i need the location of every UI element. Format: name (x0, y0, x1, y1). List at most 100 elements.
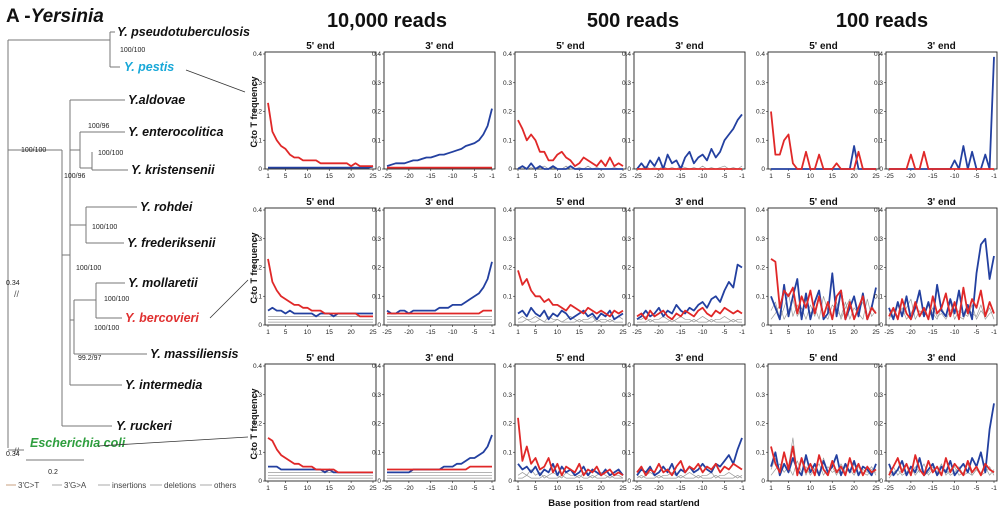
x-tick-label: -5 (722, 329, 728, 336)
support-value: 100/100 (76, 265, 101, 272)
y-tick-label: 0.2 (253, 109, 262, 116)
x-tick-label: 10 (554, 329, 562, 336)
legend: 3'C>T 3'G>A insertions deletions others (6, 481, 236, 490)
group-title: 100 reads (836, 10, 928, 32)
line-plot-panel: 3' end 0 0.1 0.2 0.3 0.4 -25 -20 -15 -10 -5 -1 (372, 353, 496, 492)
x-tick-label: 5 (284, 173, 288, 180)
y-tick-label: 0.2 (874, 265, 883, 272)
y-tick-label: 0.1 (622, 137, 631, 144)
y-tick-label: 0.4 (372, 51, 381, 58)
g-to-a-line (386, 108, 493, 167)
y-tick-label: 0.3 (874, 236, 883, 243)
support-value: 100/100 (120, 47, 145, 54)
x-tick-label: 20 (348, 173, 356, 180)
y-tick-label: 0.3 (874, 392, 883, 399)
y-tick-label: 0.2 (874, 421, 883, 428)
y-tick-label: 0.3 (253, 236, 262, 243)
x-tick-label: -25 (382, 173, 392, 180)
x-tick-label: -20 (404, 173, 414, 180)
y-tick-label: 0.1 (503, 293, 512, 300)
species-label-pseudotuberculosis: Y. pseudotuberculosis (117, 25, 250, 39)
panel-title: 3' end (675, 41, 704, 52)
y-tick-label: 0.1 (253, 449, 262, 456)
panel-title: 3' end (675, 353, 704, 364)
g-to-a-line (770, 451, 877, 477)
x-tick-label: -20 (906, 173, 916, 180)
x-tick-label: 15 (576, 173, 584, 180)
y-tick-label: 0.2 (372, 265, 381, 272)
plot-frame (767, 51, 880, 170)
panel-title: 3' end (425, 41, 454, 52)
group-title: 500 reads (587, 10, 679, 32)
x-tick-label: -5 (472, 485, 478, 492)
x-tick-label: -25 (632, 173, 642, 180)
y-tick-label: 0.2 (756, 109, 765, 116)
y-tick-label: 0 (879, 478, 883, 485)
y-tick-label: 0.4 (874, 363, 883, 370)
y-tick-label: 0.2 (622, 265, 631, 272)
y-tick-label: 0 (377, 478, 381, 485)
panel-title: 3' end (927, 197, 956, 208)
c-to-t-line (267, 258, 373, 318)
y-tick-label: 0 (761, 166, 765, 173)
y-tick-label: 0.4 (372, 363, 381, 370)
x-tick-label: 25 (872, 485, 880, 492)
species-label-frederiksenii: Y. frederiksenii (127, 236, 216, 250)
support-value: 0.34 (6, 280, 20, 287)
x-tick-label: -15 (676, 173, 686, 180)
support-value: 99.2/97 (78, 355, 101, 362)
support-value: 100/100 (94, 325, 119, 332)
plot-frame (264, 51, 377, 170)
x-tick-label: -15 (928, 485, 938, 492)
other-substitution-line (636, 474, 743, 479)
y-tick-label: 0.3 (622, 80, 631, 87)
y-tick-label: 0.4 (756, 207, 765, 214)
y-tick-label: 0.1 (756, 293, 765, 300)
x-tick-label: -20 (654, 173, 664, 180)
y-tick-label: 0.3 (756, 236, 765, 243)
x-tick-label: -20 (654, 485, 664, 492)
plot-panels: 5' end 0 0.1 0.2 0.3 0.4 1 5 10 15 20 25 3' end 0 0.1 0… (253, 41, 998, 492)
y-tick-label: 0.3 (503, 80, 512, 87)
panel-title: 5' end (809, 41, 838, 52)
y-tick-label: 0.1 (756, 449, 765, 456)
x-tick-label: -15 (426, 173, 436, 180)
y-tick-label: 0.2 (622, 421, 631, 428)
c-to-t-line (770, 258, 877, 321)
plot-frame (383, 51, 496, 170)
x-tick-label: 15 (576, 485, 584, 492)
species-label-ruckeri: Y. ruckeri (116, 419, 172, 433)
y-tick-label: 0 (761, 478, 765, 485)
x-tick-label: 15 (576, 329, 584, 336)
g-to-a-line (517, 162, 623, 170)
x-tick-label: 5 (787, 485, 791, 492)
y-tick-label: 0 (627, 478, 631, 485)
species-label-kristensenii: Y. kristensenii (131, 163, 215, 177)
other-substitution-line (770, 293, 877, 320)
x-tick-label: -25 (884, 485, 894, 492)
x-axis-label: Base position from read start/end (548, 498, 700, 509)
y-tick-label: 0 (508, 166, 512, 173)
x-tick-label: 25 (619, 485, 627, 492)
y-tick-label: 0 (879, 322, 883, 329)
x-tick-label: 20 (851, 329, 859, 336)
other-substitution-line (518, 318, 623, 323)
x-tick-label: 25 (872, 329, 880, 336)
x-tick-label: -15 (928, 329, 938, 336)
x-tick-label: 20 (598, 485, 606, 492)
y-tick-label: 0 (627, 166, 631, 173)
species-label-intermedia: Y. intermedia (125, 378, 202, 392)
y-tick-label: 0.2 (874, 109, 883, 116)
plot-frame (383, 363, 496, 482)
y-tick-label: 0.4 (756, 363, 765, 370)
species-label-mollaretii: Y. mollaretii (128, 276, 198, 290)
x-tick-label: -10 (698, 485, 708, 492)
panel-letter: A -Yersinia (6, 6, 104, 27)
x-tick-label: -10 (950, 485, 960, 492)
y-tick-label: 0.2 (372, 421, 381, 428)
c-to-t-line (517, 119, 624, 167)
